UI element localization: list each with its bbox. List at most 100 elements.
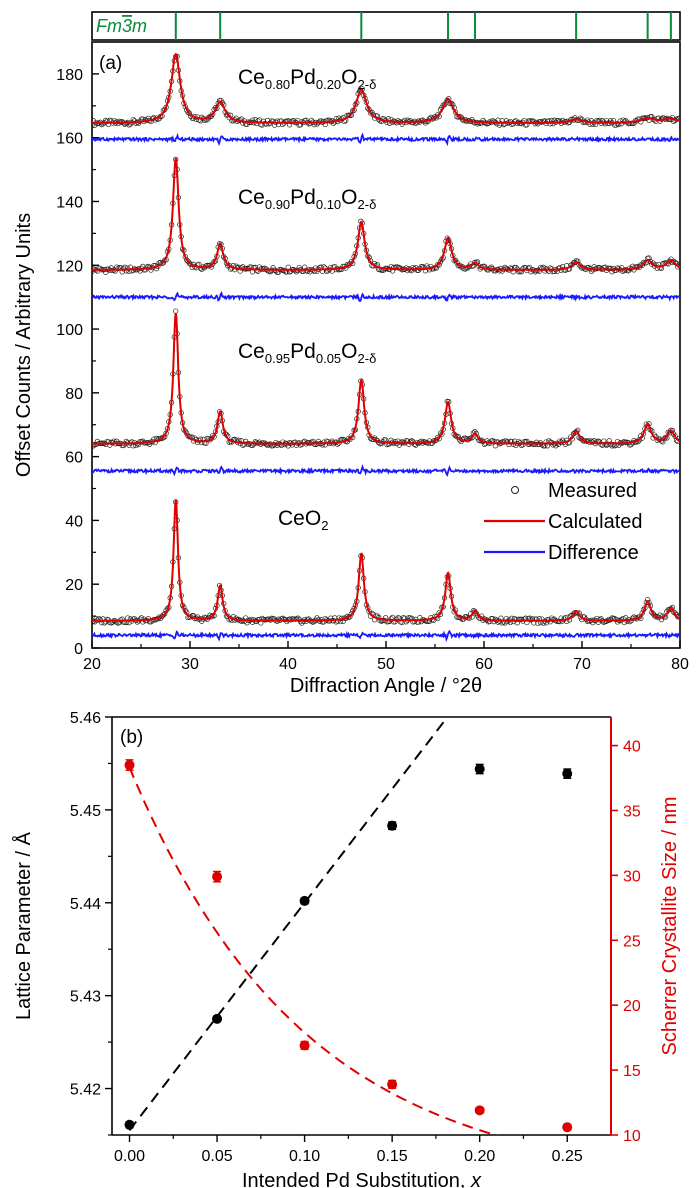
y-right-tick-label-b: 10	[623, 1128, 641, 1145]
formula-element: Pd	[290, 340, 316, 363]
measured-point	[647, 258, 654, 265]
y-right-tick-label-b: 30	[623, 868, 641, 885]
measured-point	[476, 263, 482, 269]
x-tick-label-b: 0.15	[377, 1148, 408, 1165]
measured-point	[446, 96, 452, 102]
formula-subscript: 2-δ	[358, 77, 377, 92]
sample-label: Ce0.95Pd0.05O2-δ	[238, 340, 376, 366]
exponential-fit-line	[128, 767, 499, 1135]
legend-calculated-label: Calculated	[548, 511, 643, 533]
y-right-tick-label-b: 35	[623, 803, 641, 820]
y-tick-label-a: 100	[56, 322, 83, 339]
difference-line	[92, 629, 680, 643]
sample-label: Ce0.80Pd0.20O2-δ	[238, 66, 376, 92]
formula-element: CeO	[278, 507, 321, 530]
y-tick-label-a: 40	[65, 513, 83, 530]
space-group-label: Fm3m	[96, 16, 147, 36]
crystallite-size-point	[299, 1040, 310, 1051]
panel-label-b: (b)	[120, 727, 143, 748]
measured-point	[186, 110, 193, 116]
formula-subscript: 2-δ	[358, 197, 377, 212]
x-axis-title-a: Diffraction Angle / °2θ	[290, 675, 482, 697]
x-tick-label-b: 0.00	[114, 1148, 145, 1165]
measured-point	[241, 441, 247, 447]
formula-element: Ce	[238, 186, 265, 209]
y-right-tick-label-b: 40	[623, 739, 641, 756]
lattice-parameter-point	[562, 768, 573, 779]
lattice-parameter-point	[474, 764, 485, 775]
linear-fit-line	[128, 717, 449, 1132]
y-left-tick-label-b: 5.42	[70, 1082, 101, 1099]
y-axis-title-a: Offset Counts / Arbitrary Units	[13, 213, 35, 477]
measured-point	[125, 265, 131, 271]
measured-point	[407, 118, 413, 124]
measured-point	[208, 614, 215, 620]
crystallite-size-point	[474, 1105, 485, 1116]
measured-point	[159, 260, 165, 267]
x-axis-title-b: Intended Pd Substitution, x	[242, 1170, 482, 1188]
y-right-tick-label-b: 15	[623, 1063, 641, 1080]
measured-point	[238, 618, 245, 624]
measured-point	[577, 614, 584, 620]
formula-element: O	[341, 66, 357, 89]
measured-point	[651, 612, 658, 619]
measured-point	[520, 442, 526, 448]
space-group-label-part: Fm	[96, 16, 122, 36]
y-right-tick-label-b: 25	[623, 933, 641, 950]
x-tick-label-a: 80	[671, 656, 689, 673]
lattice-parameter-point	[212, 1013, 223, 1024]
measured-point	[576, 261, 582, 268]
x-tick-label-b: 0.10	[289, 1148, 320, 1165]
formula-subscript: 2-δ	[358, 351, 377, 366]
panel-b-lattice-and-size: 0.00 0.05 0.10 0.15 0.20 0.25 5.42 5.43 5.44 5.45…	[12, 710, 681, 1188]
measured-point	[197, 265, 204, 271]
measured-point	[650, 611, 656, 617]
formula-element: Pd	[290, 66, 316, 89]
x-tick-label-b: 0.25	[552, 1148, 583, 1165]
measured-point	[457, 113, 463, 120]
lattice-parameter-point	[124, 1119, 135, 1130]
measured-point	[199, 114, 205, 120]
formula-element: Ce	[238, 66, 265, 89]
measured-point	[225, 613, 231, 619]
panel-label-a: (a)	[99, 53, 122, 74]
formula-subscript: 0.05	[316, 351, 341, 366]
measured-point	[225, 112, 231, 118]
calculated-line	[92, 52, 680, 124]
measured-point	[507, 119, 514, 125]
measured-point	[411, 441, 418, 447]
y-left-axis-title-b: Lattice Parameter / Å	[12, 831, 35, 1020]
legend-difference-label: Difference	[548, 542, 639, 564]
y-tick-label-a: 160	[56, 131, 83, 148]
space-group-strip: Fm3m	[91, 11, 681, 41]
formula-element: O	[341, 186, 357, 209]
x-axis-title-variable: x	[470, 1170, 482, 1188]
lattice-parameter-point	[387, 820, 398, 831]
space-group-box	[91, 11, 681, 41]
space-group-label-part: 3	[122, 16, 132, 36]
x-tick-label-a: 70	[573, 656, 591, 673]
sample-label: Ce0.90Pd0.10O2-δ	[238, 186, 376, 212]
sample-label: CeO2	[278, 507, 328, 533]
crystallite-size-point	[212, 871, 223, 882]
calculated-line	[92, 157, 680, 271]
x-tick-label-a: 60	[475, 656, 493, 673]
y-tick-label-a: 120	[56, 258, 83, 275]
measured-point	[457, 262, 463, 268]
space-group-label-part: m	[132, 16, 147, 36]
difference-line	[92, 132, 680, 147]
y-left-tick-label-b: 5.46	[70, 710, 101, 727]
formula-subscript: 0.95	[265, 351, 290, 366]
measured-point	[115, 265, 121, 272]
legend-measured-label: Measured	[548, 480, 637, 502]
profiles-a	[92, 52, 680, 643]
formula-subscript: 0.20	[316, 77, 341, 92]
formula-element: Ce	[238, 340, 265, 363]
panel-a-diffraction-patterns: 20 30 40 50 60 70 80020406080100120140160180Di…	[13, 41, 689, 697]
measured-point	[602, 441, 608, 448]
measured-point	[415, 267, 422, 273]
x-tick-label-a: 30	[181, 656, 199, 673]
difference-line	[92, 464, 680, 478]
measured-point	[92, 122, 95, 129]
